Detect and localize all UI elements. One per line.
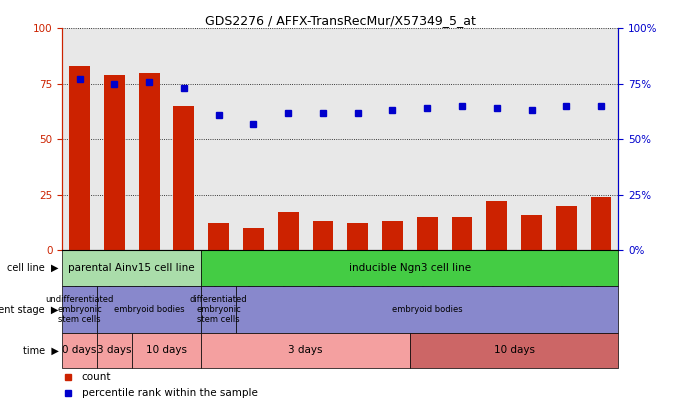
Text: 0 days: 0 days (62, 345, 97, 356)
Bar (556, 206, 577, 250)
Bar (486, 201, 507, 250)
Text: embryoid bodies: embryoid bodies (392, 305, 462, 314)
Text: 3 days: 3 days (97, 345, 131, 356)
Bar (69, 66, 90, 250)
Bar (591, 197, 612, 250)
Bar (521, 215, 542, 250)
Text: inducible Ngn3 cell line: inducible Ngn3 cell line (349, 263, 471, 273)
Text: development stage  ▶: development stage ▶ (0, 305, 59, 315)
Text: 3 days: 3 days (288, 345, 323, 356)
Bar (410, 333, 618, 368)
Text: embryoid bodies: embryoid bodies (114, 305, 184, 314)
Bar (104, 75, 125, 250)
Bar (173, 106, 194, 250)
Bar (452, 217, 473, 250)
Bar (62, 250, 201, 286)
Bar (312, 221, 333, 250)
Text: time  ▶: time ▶ (23, 345, 59, 356)
Text: count: count (82, 372, 111, 382)
Bar (201, 333, 410, 368)
Bar (62, 286, 97, 333)
Bar (417, 217, 437, 250)
Bar (348, 224, 368, 250)
Bar (201, 286, 236, 333)
Bar (201, 250, 618, 286)
Bar (382, 221, 403, 250)
Bar (236, 286, 618, 333)
Bar (243, 228, 264, 250)
Bar (62, 333, 97, 368)
Text: undifferentiated
embryonic
stem cells: undifferentiated embryonic stem cells (46, 294, 114, 324)
Bar (97, 333, 132, 368)
Text: cell line  ▶: cell line ▶ (7, 263, 59, 273)
Text: 10 days: 10 days (493, 345, 535, 356)
Bar (132, 333, 201, 368)
Text: parental Ainv15 cell line: parental Ainv15 cell line (68, 263, 195, 273)
Text: 10 days: 10 days (146, 345, 187, 356)
Text: differentiated
embryonic
stem cells: differentiated embryonic stem cells (190, 294, 247, 324)
Bar (278, 212, 299, 250)
Text: percentile rank within the sample: percentile rank within the sample (82, 388, 258, 398)
Title: GDS2276 / AFFX-TransRecMur/X57349_5_at: GDS2276 / AFFX-TransRecMur/X57349_5_at (205, 14, 476, 27)
Bar (139, 72, 160, 250)
Bar (97, 286, 201, 333)
Bar (208, 224, 229, 250)
